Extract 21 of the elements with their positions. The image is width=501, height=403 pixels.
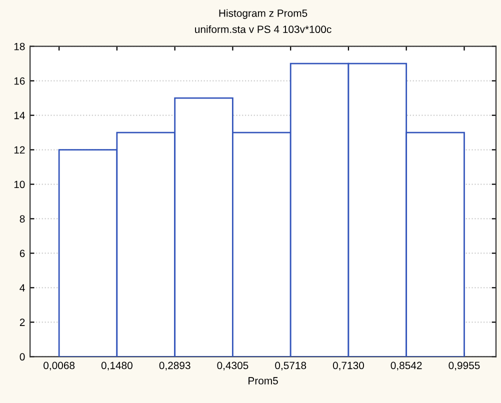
y-tick-label: 14 (14, 112, 25, 120)
x-axis-title: Prom5 (248, 377, 278, 384)
chart-subtitle: uniform.sta v PS 4 103v*100c (195, 25, 332, 34)
chart-title: Histogram z Prom5 (219, 9, 308, 19)
y-tick-label: 2 (20, 318, 25, 326)
y-tick-label: 12 (14, 146, 25, 154)
y-tick-label: 0 (20, 353, 25, 361)
y-tick-label: 18 (14, 42, 25, 50)
x-tick-label: 0,1480 (101, 362, 132, 370)
y-tick-label: 6 (20, 250, 25, 258)
x-tick-label: 0,0068 (44, 362, 75, 370)
y-tick-label: 16 (14, 77, 25, 85)
x-tick-label: 0,8542 (390, 362, 422, 370)
y-tick-label: 8 (20, 215, 25, 223)
x-tick-label: 0,4305 (217, 362, 248, 370)
x-tick-label: 0,2893 (159, 362, 190, 370)
y-tick-label: 10 (14, 180, 25, 188)
y-tick-label: 4 (20, 284, 25, 292)
x-tick-label: 0,5718 (275, 362, 306, 370)
x-tick-label: 0,7130 (332, 362, 364, 370)
x-tick-label: 0,9955 (448, 362, 480, 370)
